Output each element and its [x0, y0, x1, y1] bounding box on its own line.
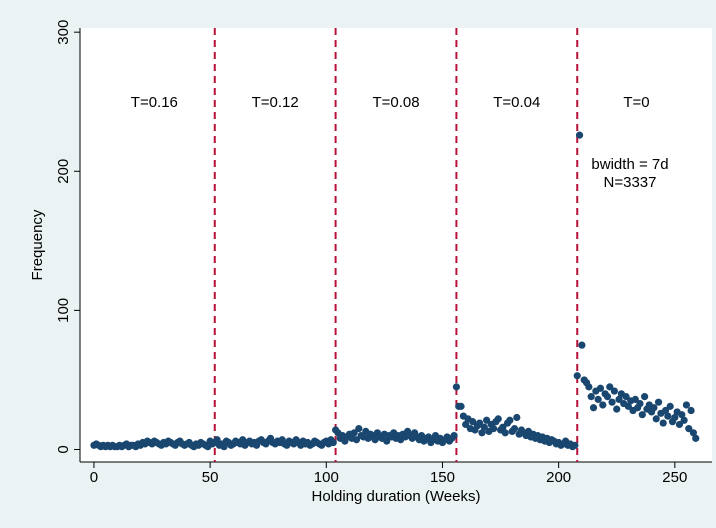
- y-tick-label: 0: [55, 445, 72, 453]
- point: [457, 402, 465, 410]
- x-tick-label: 150: [430, 469, 455, 486]
- point: [689, 429, 698, 437]
- point: [641, 393, 649, 401]
- point: [571, 441, 579, 449]
- x-tick-label: 200: [546, 469, 571, 486]
- point: [603, 393, 612, 401]
- point: [494, 415, 502, 423]
- point: [476, 419, 484, 427]
- point: [483, 416, 491, 424]
- x-tick-label: 250: [662, 469, 687, 486]
- point: [680, 416, 688, 424]
- y-tick-label: 100: [55, 298, 72, 323]
- point: [685, 425, 693, 433]
- point: [587, 393, 595, 401]
- point: [678, 411, 686, 419]
- point: [682, 401, 691, 409]
- point: [506, 416, 514, 424]
- point: [654, 398, 663, 406]
- point: [652, 415, 660, 423]
- segment-label: T=0.12: [252, 94, 299, 111]
- point: [671, 413, 679, 422]
- point: [220, 443, 228, 451]
- point: [499, 423, 507, 431]
- y-axis-title: Frequency: [29, 209, 46, 280]
- point: [659, 419, 667, 427]
- point: [589, 404, 598, 412]
- point: [469, 418, 477, 426]
- point: [578, 341, 586, 349]
- point: [631, 395, 639, 404]
- point: [636, 399, 644, 408]
- point: [452, 383, 461, 391]
- y-tick-label: 300: [55, 20, 72, 45]
- point: [615, 395, 623, 404]
- point: [650, 404, 658, 412]
- point: [513, 413, 521, 422]
- point: [606, 383, 614, 391]
- x-tick-label: 50: [202, 469, 219, 486]
- point: [489, 425, 498, 433]
- point: [510, 425, 519, 433]
- point: [352, 436, 361, 444]
- x-tick-label: 100: [314, 469, 339, 486]
- point: [480, 423, 488, 431]
- point: [596, 384, 605, 392]
- point: [478, 429, 486, 437]
- point: [638, 411, 646, 419]
- point: [573, 372, 581, 380]
- point: [687, 406, 695, 415]
- segment-label: T=0.04: [493, 94, 540, 111]
- point: [599, 401, 607, 409]
- point: [610, 387, 619, 395]
- segment-label: T=0.08: [372, 94, 419, 111]
- annotation: bwidth = 7d: [591, 156, 668, 173]
- point: [675, 420, 684, 429]
- point: [450, 431, 458, 440]
- segment-label: T=0: [623, 94, 649, 111]
- segment-label: T=0.16: [131, 94, 178, 111]
- point: [355, 425, 363, 433]
- y-tick-label: 200: [55, 159, 72, 184]
- annotation: N=3337: [604, 174, 657, 191]
- point: [608, 398, 616, 406]
- point: [661, 406, 670, 415]
- point: [462, 420, 470, 429]
- point: [383, 437, 391, 445]
- point: [575, 131, 584, 139]
- point: [624, 402, 632, 410]
- point: [501, 429, 509, 437]
- point: [613, 405, 621, 413]
- point: [329, 438, 337, 447]
- point: [594, 395, 602, 404]
- point: [622, 393, 630, 401]
- point: [692, 434, 700, 442]
- point: [213, 436, 221, 444]
- point: [664, 412, 672, 420]
- plot-area: [80, 28, 712, 462]
- point: [585, 383, 593, 391]
- point: [350, 429, 358, 437]
- point: [666, 402, 674, 410]
- x-axis-title: Holding duration (Weeks): [312, 488, 481, 505]
- x-tick-label: 0: [90, 469, 98, 486]
